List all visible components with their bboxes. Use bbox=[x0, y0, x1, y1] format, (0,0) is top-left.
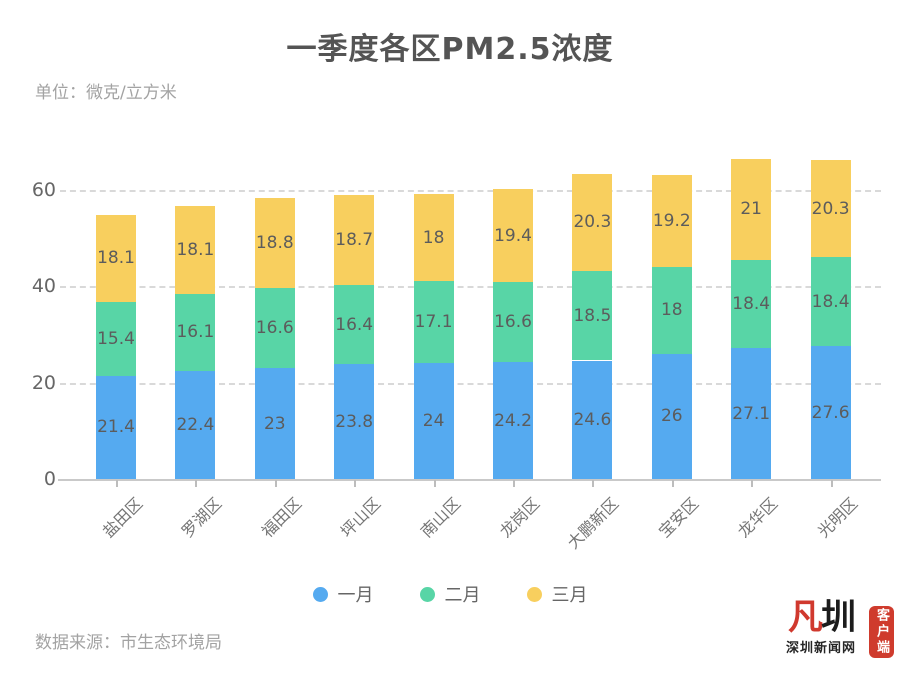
logo-mark: 凡圳 深圳新闻网 bbox=[780, 600, 862, 656]
gridline-40 bbox=[60, 286, 881, 289]
x-axis-category-label: 大鹏新区 bbox=[563, 493, 623, 553]
bar-segment: 15.4 bbox=[96, 301, 136, 376]
x-axis-category-label: 福田区 bbox=[257, 493, 306, 542]
x-axis-tick bbox=[433, 480, 436, 487]
legend-label: 一月 bbox=[337, 585, 374, 606]
logo-mark-left-glyph: 凡 bbox=[787, 598, 823, 638]
legend-color-dot bbox=[419, 586, 435, 602]
chart-legend: 一月 二月 三月 bbox=[0, 581, 900, 607]
bar-segment: 19.2 bbox=[651, 174, 692, 268]
bar-segment: 27.1 bbox=[731, 348, 772, 479]
logo-mark-right-glyph: 圳 bbox=[821, 598, 856, 638]
bar-segment: 18.4 bbox=[731, 259, 772, 349]
chart-title: 一季度各区PM2.5浓度 bbox=[286, 32, 614, 67]
bar-segment: 18.1 bbox=[96, 214, 136, 302]
unit-label: 单位：微克/立方米 bbox=[35, 83, 177, 103]
legend-item: 二月 bbox=[419, 581, 481, 607]
legend-label: 三月 bbox=[551, 585, 588, 606]
x-axis-category-label: 龙华区 bbox=[734, 493, 782, 542]
bar-segment: 18 bbox=[413, 194, 454, 282]
data-source-label: 数据来源：市生态环境局 bbox=[35, 633, 222, 653]
bar-segment: 23 bbox=[254, 368, 295, 479]
bar-segment: 20.3 bbox=[810, 159, 851, 258]
bar-segment: 16.4 bbox=[334, 285, 375, 365]
x-axis-category-label: 南山区 bbox=[416, 493, 464, 542]
bar-segment: 24 bbox=[413, 363, 454, 479]
gridline-20 bbox=[60, 382, 881, 385]
x-axis-tick bbox=[354, 480, 357, 487]
legend-item: 一月 bbox=[312, 581, 374, 607]
x-axis-tick bbox=[592, 480, 595, 487]
bar-segment: 18.4 bbox=[810, 257, 851, 347]
bar-segment: 18.1 bbox=[175, 206, 216, 294]
x-axis-category-label: 宝安区 bbox=[654, 493, 703, 542]
bar-segment: 16.6 bbox=[493, 282, 533, 363]
logo-client-badge: 客户端 bbox=[869, 606, 894, 658]
bar-segment: 23.8 bbox=[334, 364, 375, 479]
x-axis-tick bbox=[195, 480, 198, 487]
legend-color-dot bbox=[526, 586, 542, 602]
bar-segment: 22.4 bbox=[175, 371, 216, 479]
x-axis-category-label: 龙岗区 bbox=[495, 493, 544, 542]
legend-color-dot bbox=[312, 586, 328, 602]
logo-site-name: 深圳新闻网 bbox=[785, 641, 856, 656]
bar-segment: 21 bbox=[731, 158, 772, 260]
x-axis-tick bbox=[513, 480, 515, 487]
x-axis-tick bbox=[830, 480, 833, 487]
x-axis-category-label: 罗湖区 bbox=[178, 493, 226, 542]
bar-segment: 26 bbox=[651, 353, 692, 479]
y-axis-label: 0 bbox=[43, 468, 56, 490]
x-axis-category-label: 坪山区 bbox=[337, 493, 385, 542]
x-axis-tick bbox=[274, 480, 277, 487]
bar-segment: 18.8 bbox=[254, 197, 295, 289]
x-axis-category-label: 盐田区 bbox=[98, 493, 147, 542]
bar-segment: 17.1 bbox=[413, 281, 454, 364]
bar-segment: 19.4 bbox=[493, 189, 533, 283]
y-axis-label: 40 bbox=[31, 275, 56, 298]
legend-label: 二月 bbox=[444, 585, 481, 606]
bar-segment: 18 bbox=[651, 267, 692, 354]
x-axis-tick bbox=[671, 480, 674, 487]
bar-segment: 24.2 bbox=[493, 362, 533, 479]
x-axis-tick bbox=[116, 480, 118, 487]
bar-segment: 16.6 bbox=[254, 288, 295, 369]
legend-item: 三月 bbox=[526, 581, 588, 607]
bar-segment: 16.1 bbox=[175, 293, 216, 372]
gridline-60 bbox=[60, 189, 881, 192]
bar-segment: 20.3 bbox=[572, 173, 613, 272]
bar-segment: 24.6 bbox=[572, 360, 613, 479]
y-axis-label: 60 bbox=[31, 178, 56, 201]
shenzhen-news-logo: 凡圳 深圳新闻网 客户端 bbox=[780, 600, 894, 668]
x-axis-tick bbox=[751, 480, 754, 487]
bar-segment: 21.4 bbox=[96, 375, 136, 479]
x-axis-line bbox=[58, 479, 881, 481]
bar-segment: 18.7 bbox=[334, 195, 375, 286]
bar-segment: 18.5 bbox=[572, 271, 613, 361]
y-axis-label: 20 bbox=[31, 371, 56, 394]
bar-segment: 27.6 bbox=[810, 346, 851, 479]
x-axis-category-label: 光明区 bbox=[813, 493, 861, 542]
